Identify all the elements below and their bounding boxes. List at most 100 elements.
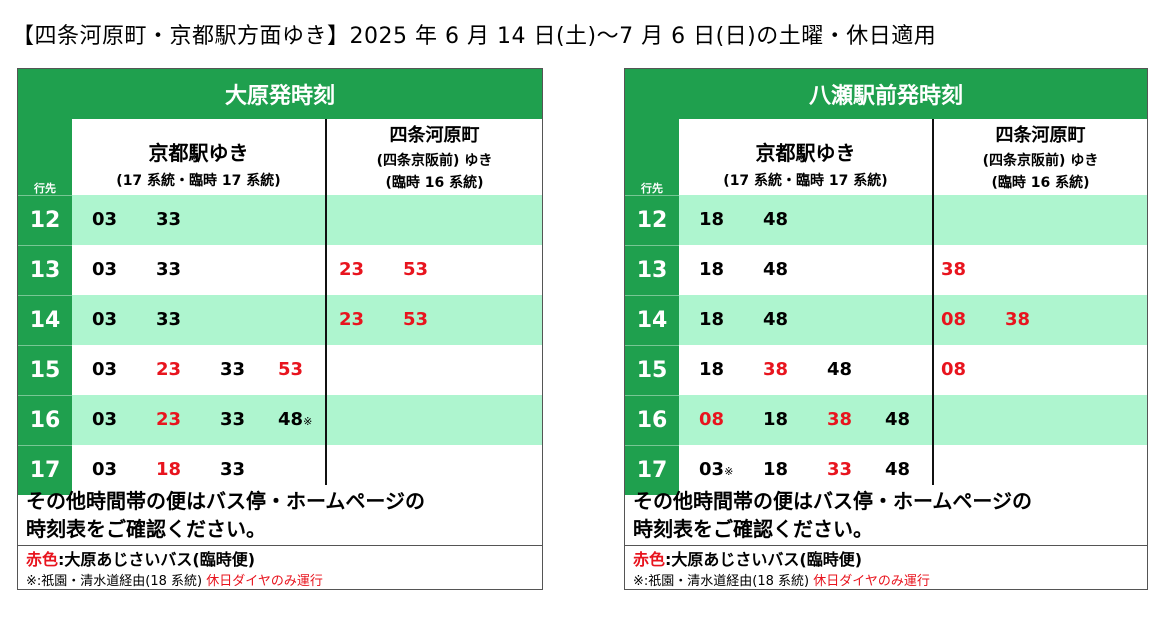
departure-minute: 33: [156, 309, 181, 330]
minute-value: 48: [763, 259, 789, 280]
departure-minute: 03: [92, 209, 117, 230]
footnote-mark: ※: [303, 415, 313, 428]
minute-value: 03: [92, 209, 118, 230]
departure-minute: 38: [941, 259, 966, 280]
hour-cell: 17: [625, 445, 679, 495]
minute-value: 48: [763, 209, 789, 230]
footnote-holiday-note: 休日ダイヤのみ運行: [206, 574, 323, 589]
departure-minute: 18: [156, 459, 181, 480]
minute-value: 33: [220, 459, 246, 480]
minute-value: 23: [339, 309, 365, 330]
minute-value: 03: [92, 359, 118, 380]
legend-description: :大原あじさいバス(臨時便): [665, 550, 863, 569]
departure-minute: 33: [220, 409, 245, 430]
departure-minute: 08: [941, 309, 966, 330]
departure-minute: 23: [339, 309, 364, 330]
minute-value: 23: [339, 259, 365, 280]
hour-cell: 13: [18, 245, 72, 295]
color-legend: 赤色:大原あじさいバス(臨時便): [26, 546, 255, 570]
departure-minute: 53: [278, 359, 303, 380]
timetable-panel-ohara: 大原発時刻 行先 京都駅ゆき (17 系統・臨時 17 系統) 四条河原町 (四条京阪前)…: [17, 68, 543, 590]
departure-minute: 18: [699, 259, 724, 280]
note-line: その他時間帯の便はバス停・ホームページの: [26, 489, 425, 513]
destination-route-info: (17 系統・臨時 17 系統): [723, 173, 888, 189]
minute-value: 18: [699, 209, 725, 230]
table-row: 18 38 48 08: [679, 345, 1147, 395]
minute-value: 38: [1005, 309, 1031, 330]
legend-description: :大原あじさいバス(臨時便): [58, 550, 256, 569]
hour-cell: 15: [18, 345, 72, 395]
table-row: 18 48 38: [679, 245, 1147, 295]
destination-kyoto-station: 京都駅ゆき (17 系統・臨時 17 系統): [679, 119, 932, 195]
minute-value: 33: [156, 309, 182, 330]
destination-route-info: (臨時 16 系統): [991, 175, 1090, 191]
minute-value: 03: [92, 309, 118, 330]
footnote-mark: ※: [724, 465, 734, 478]
minute-value: 48: [885, 459, 911, 480]
minute-value: 53: [403, 309, 429, 330]
minute-value: 33: [827, 459, 853, 480]
minute-value: 33: [156, 259, 182, 280]
minute-value: 48: [278, 409, 304, 430]
legend-divider: [625, 545, 1147, 546]
panel-header: 八瀬駅前発時刻: [625, 69, 1147, 119]
minute-value: 33: [156, 209, 182, 230]
destination-shijo-kawaramachi: 四条河原町 (四条京阪前) ゆき (臨時 16 系統): [933, 119, 1148, 195]
destination-kyoto-station: 京都駅ゆき (17 系統・臨時 17 系統): [72, 119, 325, 195]
legend-color-label: 赤色: [26, 550, 59, 569]
table-row: 03 23 33 48※: [72, 395, 542, 445]
minute-value: 33: [220, 409, 246, 430]
destination-route-info: (17 系統・臨時 17 系統): [116, 173, 281, 189]
hour-cell: 14: [18, 295, 72, 345]
table-row: 03※ 18 33 48: [679, 445, 1147, 495]
departure-minute: 08: [941, 359, 966, 380]
departure-minute: 38: [827, 409, 852, 430]
destination-route-info: (臨時 16 系統): [385, 175, 484, 191]
schedule-note: その他時間帯の便はバス停・ホームページの 時刻表をご確認ください。: [633, 487, 1032, 543]
departure-minute: 38: [1005, 309, 1030, 330]
table-row: 03 33 23 53: [72, 295, 542, 345]
minute-value: 53: [278, 359, 304, 380]
minute-value: 48: [763, 309, 789, 330]
hour-cell: 15: [625, 345, 679, 395]
minute-value: 18: [699, 259, 725, 280]
column-divider: [325, 119, 327, 485]
departure-minute: 03: [92, 359, 117, 380]
minute-value: 38: [827, 409, 853, 430]
table-row: 03 33: [72, 195, 542, 245]
destination-title: 京都駅ゆき: [148, 141, 249, 165]
departure-minute: 33: [220, 459, 245, 480]
departure-minute: 03: [92, 309, 117, 330]
minute-value: 23: [156, 359, 182, 380]
departure-minute: 08: [699, 409, 724, 430]
destination-stop-info: (四条京阪前) ゆき: [982, 153, 1099, 169]
note-line: その他時間帯の便はバス停・ホームページの: [633, 489, 1032, 513]
minute-value: 18: [156, 459, 182, 480]
departure-minute: 48※: [278, 409, 312, 430]
departure-minute: 33: [827, 459, 852, 480]
minute-value: 48: [827, 359, 853, 380]
departure-minute: 18: [763, 459, 788, 480]
departure-minute: 03: [92, 459, 117, 480]
minute-value: 08: [941, 309, 967, 330]
footnote: ※:祇園・清水道経由(18 系統) 休日ダイヤのみ運行: [26, 570, 323, 589]
destination-stop-info: (四条京阪前) ゆき: [376, 153, 493, 169]
minute-value: 18: [699, 359, 725, 380]
footnote-text: ※:祇園・清水道経由(18 系統): [26, 574, 203, 589]
legend-divider: [18, 545, 542, 546]
departure-minute: 48: [763, 209, 788, 230]
departure-minute: 33: [156, 209, 181, 230]
table-row: 03 23 33 53: [72, 345, 542, 395]
departure-minute: 03※: [699, 459, 733, 480]
column-divider: [932, 119, 934, 485]
color-legend: 赤色:大原あじさいバス(臨時便): [633, 546, 862, 570]
minute-value: 18: [763, 409, 789, 430]
minute-value: 18: [699, 309, 725, 330]
minute-value: 38: [763, 359, 789, 380]
minute-value: 03: [92, 259, 118, 280]
departure-minute: 23: [156, 359, 181, 380]
departure-minute: 23: [156, 409, 181, 430]
departure-minute: 33: [156, 259, 181, 280]
minute-value: 23: [156, 409, 182, 430]
note-line: 時刻表をご確認ください。: [633, 517, 873, 541]
